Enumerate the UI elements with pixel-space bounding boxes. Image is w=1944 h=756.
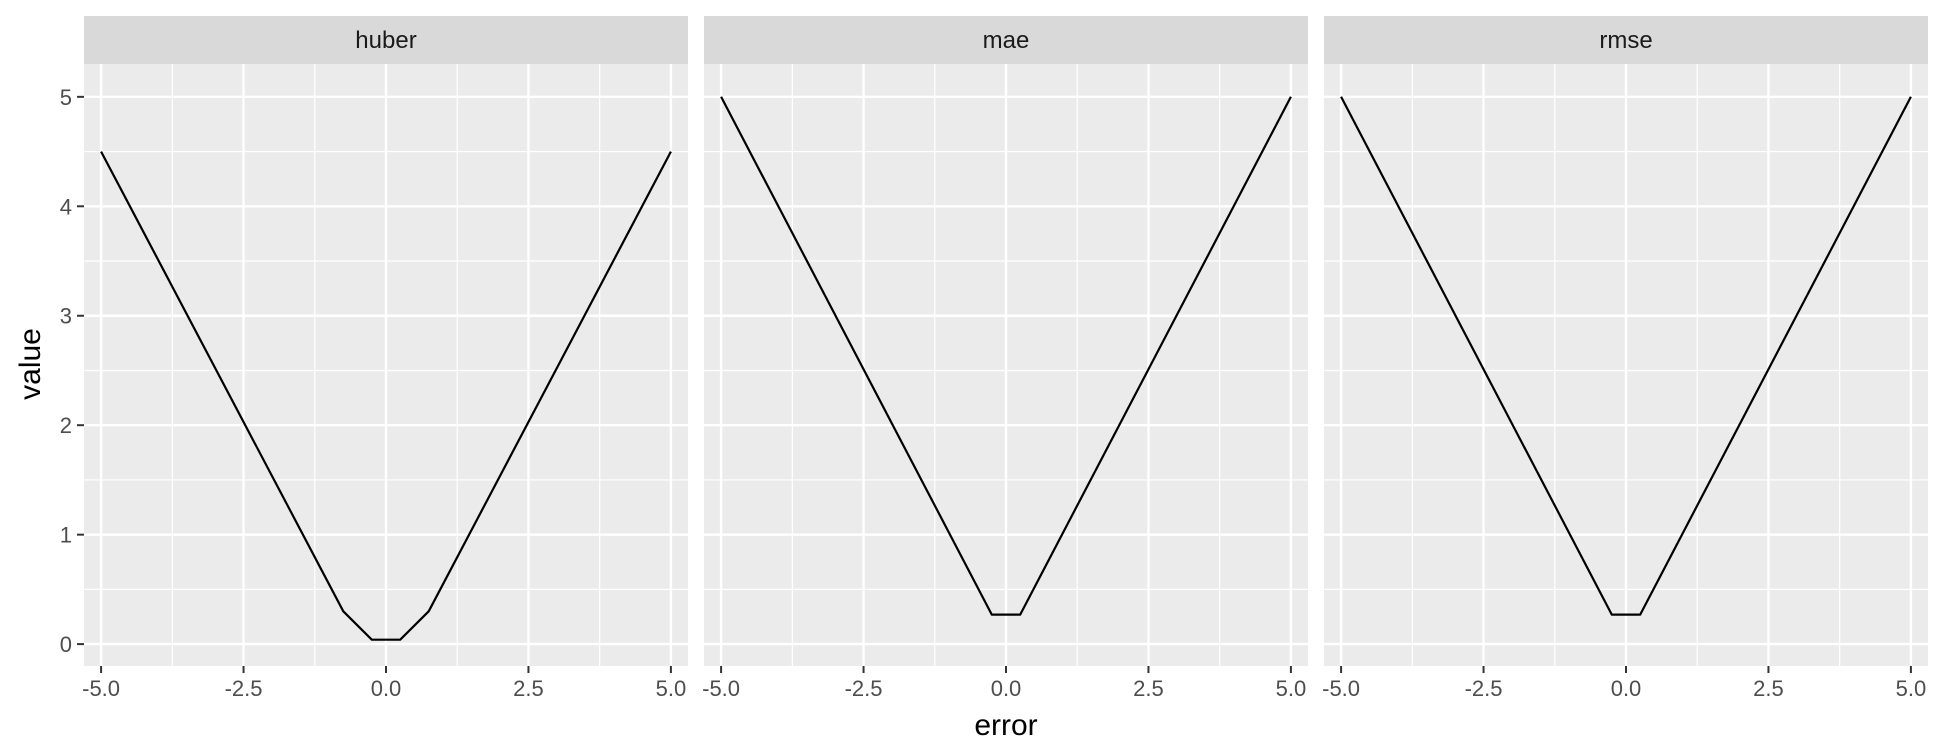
series-line-mae — [720, 96, 1292, 616]
facet-strip-label: huber — [355, 27, 416, 54]
series-line-huber — [100, 151, 672, 641]
x-axis-title: error — [974, 709, 1037, 742]
y-axis: 0 1 2 3 4 5 — [60, 85, 84, 657]
facet-strip-background — [1324, 16, 1928, 64]
facet-panel-mae: mae -5.0 -2.5 0.0 2.5 5.0 — [702, 16, 1308, 701]
x-tick-label: -2.5 — [1465, 676, 1503, 701]
panels-layer: huber -5.0 -2.5 0.0 2.5 5.0 mae -5.0 -2.5 0.0 2.5 5… — [82, 16, 1928, 701]
y-tick-label: 3 — [60, 304, 72, 329]
y-tick-label: 2 — [60, 413, 72, 438]
series-line-rmse — [1340, 96, 1912, 616]
x-tick-label: 5.0 — [1276, 676, 1307, 701]
y-tick-label: 1 — [60, 523, 72, 548]
facet-strip-label: rmse — [1599, 27, 1652, 54]
facet-strip-background — [704, 16, 1308, 64]
x-tick-label: 5.0 — [656, 676, 687, 701]
x-tick-label: -2.5 — [845, 676, 883, 701]
facet-panel-rmse: rmse -5.0 -2.5 0.0 2.5 5.0 — [1322, 16, 1928, 701]
y-tick-label: 4 — [60, 194, 72, 219]
x-tick-label: 2.5 — [1753, 676, 1784, 701]
x-tick-label: -5.0 — [702, 676, 740, 701]
y-tick-label: 0 — [60, 632, 72, 657]
facet-strip-background — [84, 16, 688, 64]
y-tick-label: 5 — [60, 85, 72, 110]
x-tick-label: 0.0 — [371, 676, 402, 701]
x-tick-label: 0.0 — [1611, 676, 1642, 701]
facet-strip-label: mae — [983, 27, 1030, 54]
x-tick-label: 2.5 — [1133, 676, 1164, 701]
x-tick-label: -5.0 — [1322, 676, 1360, 701]
x-tick-label: 0.0 — [991, 676, 1022, 701]
facet-panel-huber: huber -5.0 -2.5 0.0 2.5 5.0 — [82, 16, 688, 701]
x-tick-label: -5.0 — [82, 676, 120, 701]
x-tick-label: -2.5 — [225, 676, 263, 701]
x-tick-label: 5.0 — [1896, 676, 1927, 701]
y-axis-title: value — [14, 328, 47, 400]
x-tick-label: 2.5 — [513, 676, 544, 701]
